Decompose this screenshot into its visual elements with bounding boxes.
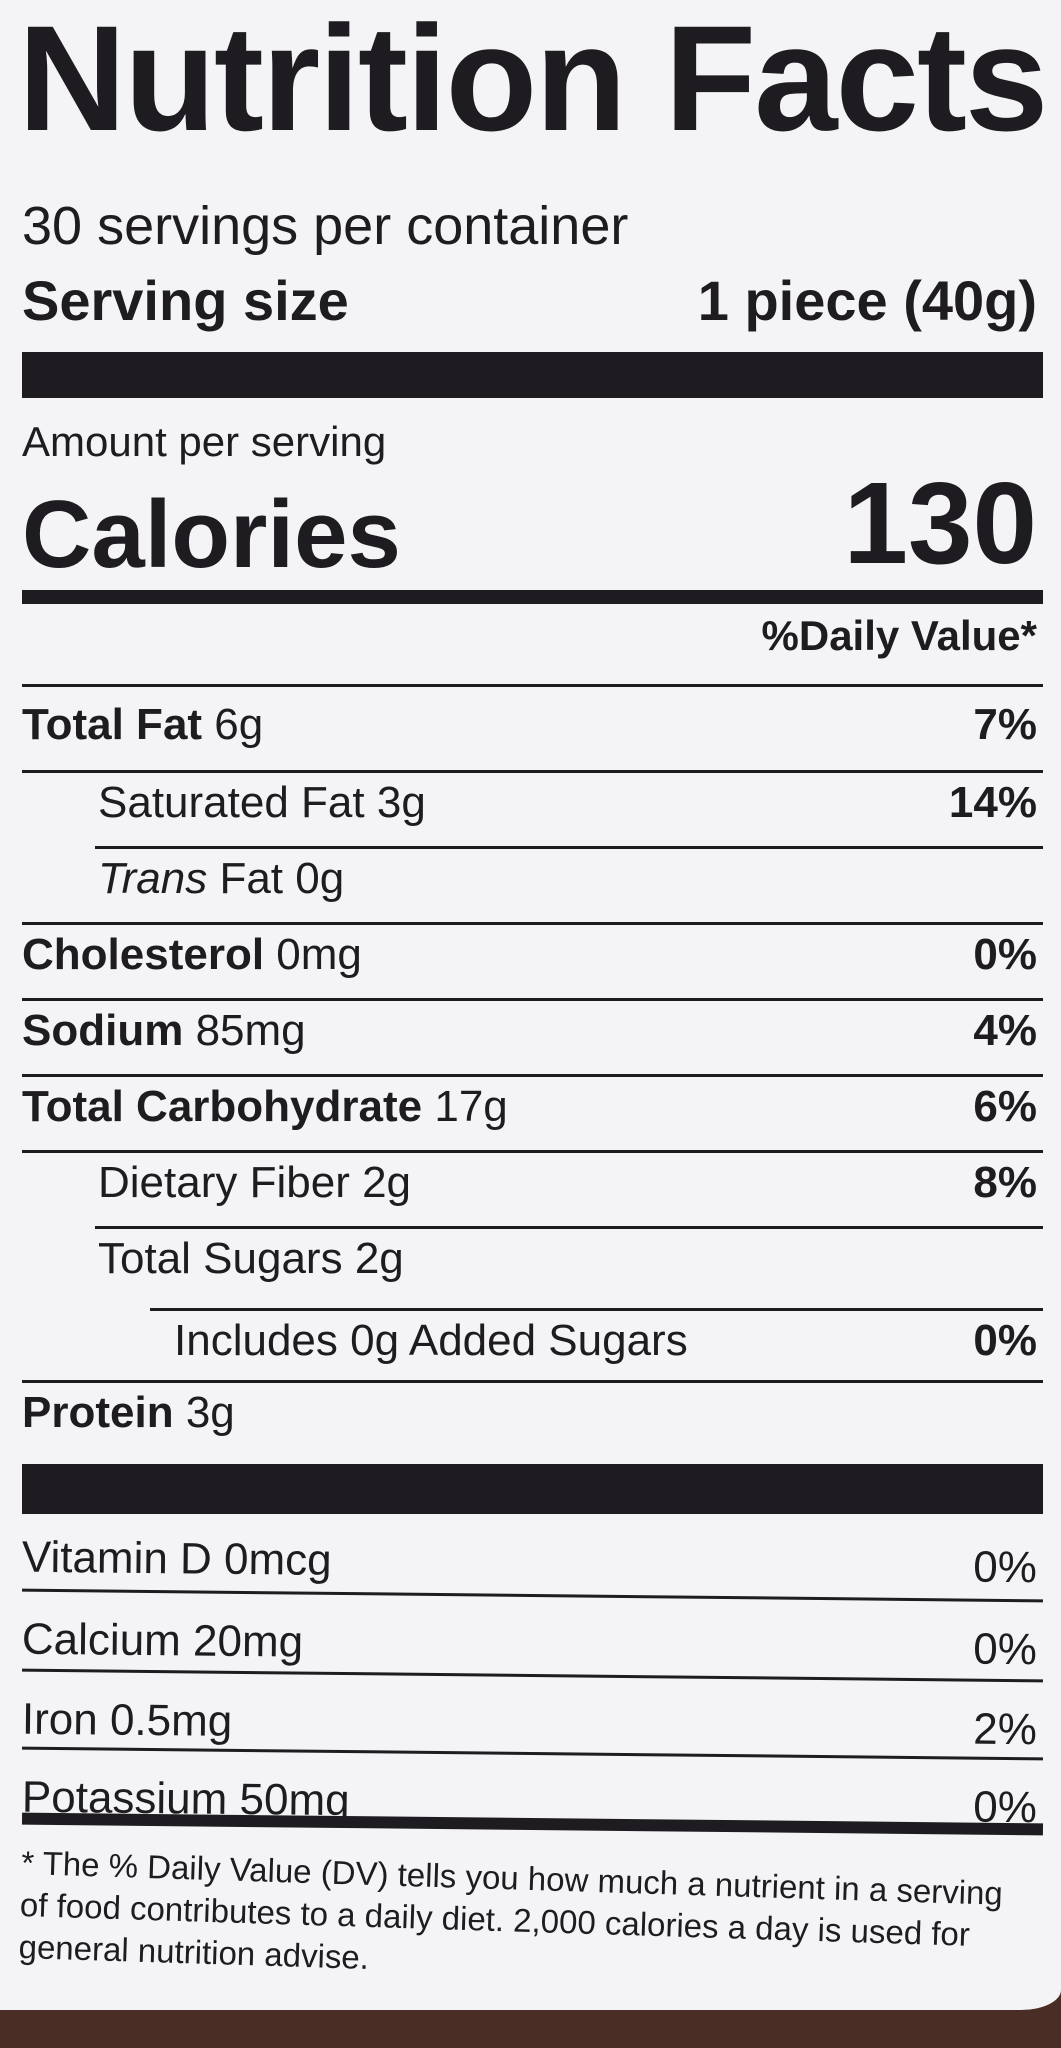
vitamin-row: Iron 0.5mg 2% xyxy=(22,1675,1038,1756)
nutrient-amount: 0mg xyxy=(276,930,362,979)
nutrient-name: Total Carbohydrate xyxy=(22,1082,423,1131)
divider xyxy=(22,1380,1043,1383)
nutrient-daily-value: 0% xyxy=(973,1316,1037,1365)
nutrient-amount: 3g xyxy=(185,1388,235,1437)
nutrient-label: Includes 0g Added Sugars xyxy=(22,1316,688,1366)
nutrient-label: Trans Fat 0g xyxy=(22,854,344,904)
nutrient-amount: 2g xyxy=(362,1158,412,1207)
nutrient-label: Total Fat 6g xyxy=(22,700,263,750)
vitamin-amount: 0mcg xyxy=(223,1534,332,1585)
nutrient-amount: 0g xyxy=(295,854,345,903)
vitamin-row: Vitamin D 0mcg 0% xyxy=(22,1513,1038,1594)
nutrient-row: Includes 0g Added Sugars 0% xyxy=(22,1316,1037,1366)
nutrient-amount: 3g xyxy=(376,778,426,827)
vitamin-amount: 20mg xyxy=(192,1616,304,1667)
nutrient-name: Total Fat xyxy=(22,700,203,749)
nutrient-label: Total Carbohydrate 17g xyxy=(22,1082,508,1132)
divider xyxy=(22,922,1043,925)
serving-size-row: Serving size 1 piece (40g) xyxy=(22,268,1037,333)
calories-value: 130 xyxy=(843,458,1037,588)
divider xyxy=(22,998,1043,1001)
divider xyxy=(22,770,1043,773)
nutrient-amount: 6g xyxy=(214,700,264,749)
nutrient-daily-value: 14% xyxy=(948,778,1037,827)
nutrient-name: Sodium xyxy=(22,1006,184,1055)
nutrient-amount: 85mg xyxy=(195,1006,306,1055)
nutrient-amount: 2g xyxy=(354,1234,404,1283)
nutrient-row: Dietary Fiber 2g 8% xyxy=(22,1158,1037,1208)
vitamin-name: Vitamin D xyxy=(21,1532,213,1584)
medium-divider xyxy=(22,590,1043,604)
calories-row: Calories 130 xyxy=(22,440,1037,590)
nutrient-label: Saturated Fat 3g xyxy=(22,778,426,828)
nutrient-label: Cholesterol 0mg xyxy=(22,930,362,980)
nutrient-row: Total Fat 6g 7% xyxy=(22,700,1037,750)
vitamin-daily-value: 0% xyxy=(973,1542,1038,1593)
thick-divider xyxy=(22,1464,1043,1514)
vitamin-name: Iron xyxy=(21,1694,99,1745)
nutrient-row: Total Carbohydrate 17g 6% xyxy=(22,1082,1037,1132)
vitamin-daily-value: 2% xyxy=(973,1704,1038,1755)
nutrient-daily-value: 8% xyxy=(973,1158,1037,1207)
nutrient-name: Cholesterol xyxy=(22,930,265,979)
nutrient-daily-value: 4% xyxy=(973,1006,1037,1055)
divider xyxy=(95,1226,1043,1229)
nutrient-row: Cholesterol 0mg 0% xyxy=(22,930,1037,980)
nutrient-label: Sodium 85mg xyxy=(22,1006,306,1056)
vitamin-amount: 0.5mg xyxy=(109,1695,233,1746)
amount-per-serving: Amount per serving xyxy=(22,418,387,465)
nutrient-name-suffix: Fat xyxy=(219,854,284,903)
nutrient-row: Trans Fat 0g xyxy=(22,854,1037,904)
divider xyxy=(150,1308,1043,1311)
nutrient-label: Total Sugars 2g xyxy=(22,1234,404,1284)
nutrient-label: Dietary Fiber 2g xyxy=(22,1158,411,1208)
nutrient-daily-value: 6% xyxy=(973,1082,1037,1131)
nutrient-row: Sodium 85mg 4% xyxy=(22,1006,1037,1056)
daily-value-header: %Daily Value* xyxy=(761,612,1037,659)
nutrient-name: Includes 0g Added Sugars xyxy=(174,1316,688,1365)
nutrient-row: Protein 3g xyxy=(22,1388,1037,1438)
daily-value-header-row: %Daily Value* xyxy=(22,612,1037,660)
vitamin-label: Iron 0.5mg xyxy=(22,1695,233,1747)
nutrient-row: Total Sugars 2g xyxy=(22,1234,1037,1284)
divider xyxy=(22,684,1043,687)
nutrient-label: Protein 3g xyxy=(22,1388,235,1438)
label-title: Nutrition Facts xyxy=(18,0,1048,162)
divider xyxy=(22,1074,1043,1077)
nutrient-name: Total Sugars xyxy=(98,1234,343,1283)
thick-divider xyxy=(22,352,1043,398)
serving-size-label: Serving size xyxy=(22,269,349,332)
vitamin-label: Calcium 20mg xyxy=(22,1615,304,1668)
nutrient-name: Saturated Fat xyxy=(98,778,365,827)
vitamin-row: Calcium 20mg 0% xyxy=(22,1595,1038,1676)
nutrient-daily-value: 0% xyxy=(973,930,1037,979)
nutrient-amount: 17g xyxy=(434,1082,508,1131)
vitamin-label: Vitamin D 0mcg xyxy=(22,1533,332,1586)
vitamin-daily-value: 0% xyxy=(973,1624,1038,1675)
footnote: * The % Daily Value (DV) tells you how m… xyxy=(18,1843,1004,1976)
nutrient-daily-value: 7% xyxy=(973,700,1037,749)
calories-label: Calories xyxy=(22,481,401,588)
divider xyxy=(95,846,1043,849)
servings-per-container: 30 servings per container xyxy=(22,196,629,256)
nutrient-name: Trans xyxy=(98,854,208,903)
serving-size-value: 1 piece (40g) xyxy=(697,269,1037,332)
nutrient-name: Dietary Fiber xyxy=(98,1158,350,1207)
vitamin-name: Calcium xyxy=(21,1614,182,1666)
nutrient-name: Protein xyxy=(22,1388,174,1437)
nutrient-row: Saturated Fat 3g 14% xyxy=(22,778,1037,828)
divider xyxy=(22,1150,1043,1153)
